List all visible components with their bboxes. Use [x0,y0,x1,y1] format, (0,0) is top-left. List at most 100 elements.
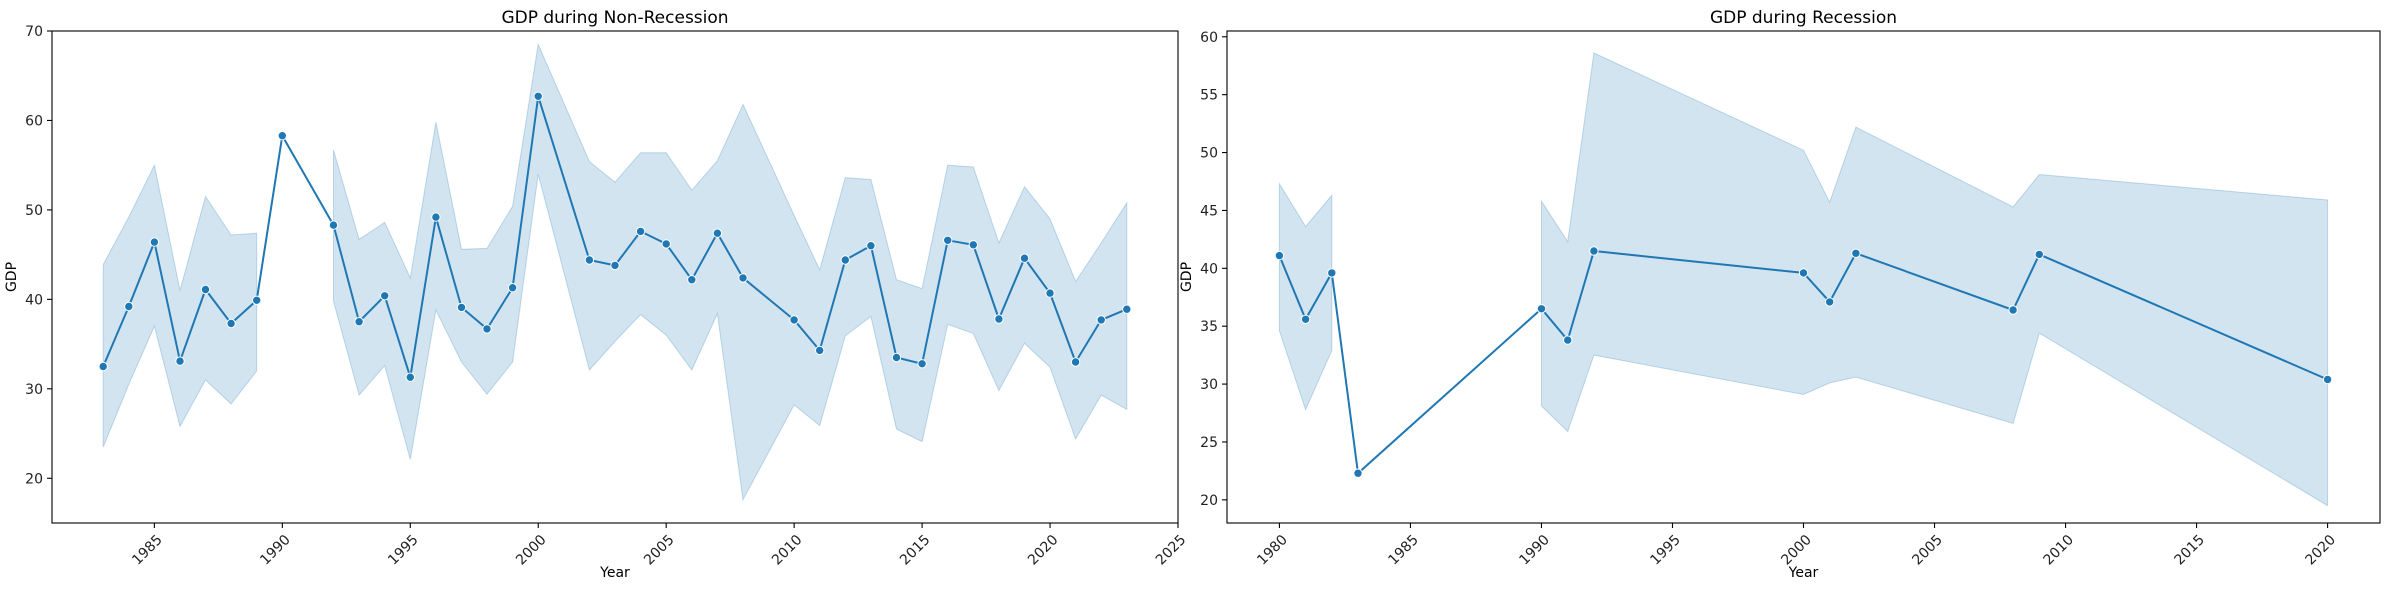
recession-x-tick-label: 1990 [1516,532,1553,569]
non-recession-chart-title: GDP during Non-Recession [501,8,728,28]
non-recession-x-tick-label: 2010 [769,532,806,569]
recession-x-tick-label: 1985 [1385,532,1422,569]
recession-y-axis: 20 25 30 35 40 45 50 55 60 [1200,30,1227,509]
recession-x-tick-label: 1995 [1647,532,1684,569]
non-recession-data-point [405,372,415,382]
recession-data-point [1589,246,1599,256]
recession-confidence-band [1541,52,2329,507]
non-recession-y-axis-label: GDP [4,262,20,292]
recession-y-tick-label: 35 [1200,319,1218,335]
recession-data-point [1353,468,1363,478]
non-recession-data-point [1122,304,1132,314]
non-recession-chart: GDP during Non-Recession Year GDP 1985 19… [4,8,1189,581]
non-recession-data-point [533,91,543,102]
non-recession-plot-area [98,42,1132,502]
non-recession-data-point [712,228,723,238]
non-recession-y-tick-label: 30 [25,382,43,398]
non-recession-data-point [124,301,134,312]
non-recession-data-point [943,235,953,246]
non-recession-data-point [635,226,646,237]
recession-y-tick-label: 60 [1200,30,1218,46]
non-recession-data-point [175,356,185,366]
non-recession-x-tick-label: 1985 [129,532,166,569]
non-recession-y-tick-label: 50 [25,203,43,219]
non-recession-data-point [431,212,441,222]
recession-chart: GDP during Recession Year GDP 1980 1985 19… [1179,8,2381,581]
non-recession-x-axis: 1985 1990 1995 2000 2005 2010 2015 2020 2025 [129,523,1189,568]
non-recession-data-point [98,361,108,372]
non-recession-data-point [610,260,620,271]
non-recession-x-tick-label: 1995 [385,532,422,569]
recession-y-tick-label: 50 [1200,146,1218,162]
non-recession-data-point [789,315,799,325]
non-recession-data-point [277,131,287,141]
recession-x-tick-label: 2010 [2040,532,2077,569]
recession-x-axis: 1980 1985 1990 1995 2000 2005 2010 2015 2020 [1254,523,2339,568]
non-recession-data-point [917,359,927,369]
non-recession-data-point [200,284,211,295]
recession-chart-title: GDP during Recession [1710,8,1897,28]
non-recession-data-point [687,275,697,285]
recession-data-point [1536,304,1547,314]
non-recession-data-point [661,239,671,249]
recession-y-tick-label: 25 [1200,435,1218,451]
recession-data-point [1825,297,1835,307]
non-recession-confidence-band [333,42,1128,502]
recession-data-point [1274,250,1285,261]
non-recession-data-point [226,318,236,329]
non-recession-y-tick-label: 20 [25,471,43,487]
non-recession-data-point [1019,253,1030,263]
non-recession-data-point [815,345,825,356]
non-recession-x-tick-label: 2020 [1025,532,1062,569]
recession-y-tick-label: 55 [1200,88,1218,104]
non-recession-x-tick-label: 1990 [257,532,294,569]
non-recession-data-point [1070,357,1081,367]
recession-y-tick-label: 30 [1200,377,1218,393]
non-recession-data-point [584,255,595,265]
non-recession-data-point [354,317,364,327]
recession-x-tick-label: 2000 [1778,532,1815,569]
recession-data-point [1798,268,1809,278]
recession-plot-area [1274,52,2333,507]
recession-data-point [1563,335,1573,345]
non-recession-data-point [328,220,339,230]
non-recession-data-point [507,283,518,293]
non-recession-x-tick-label: 2005 [641,532,678,569]
non-recession-x-tick-label: 2025 [1153,532,1190,569]
non-recession-x-tick-label: 2015 [897,532,934,569]
recession-data-point [2034,249,2045,260]
non-recession-y-tick-label: 60 [25,113,43,129]
non-recession-data-point [1096,315,1106,325]
recession-y-axis-label: GDP [1179,262,1195,292]
recession-data-point [1300,314,1311,324]
recession-data-point [2322,374,2333,385]
non-recession-data-point [252,295,262,305]
non-recession-data-point [1045,288,1055,298]
non-recession-data-point [380,291,390,301]
non-recession-data-point [149,237,160,247]
recession-y-tick-label: 45 [1200,203,1218,219]
non-recession-data-point [840,255,850,265]
non-recession-y-axis: 20 30 40 50 60 70 [25,24,52,487]
recession-data-point [2008,305,2018,315]
non-recession-data-point [738,273,748,283]
non-recession-x-axis-label: Year [599,565,630,581]
recession-y-tick-label: 20 [1200,493,1218,509]
non-recession-data-point [482,324,492,334]
recession-confidence-band [1278,182,1333,411]
non-recession-data-point [866,241,876,251]
recession-x-tick-label: 2015 [2171,532,2208,569]
non-recession-confidence-band [102,163,258,448]
non-recession-data-point [891,352,902,363]
recession-x-tick-label: 2020 [2303,532,2340,569]
recession-data-point [1851,248,1861,259]
recession-y-tick-label: 40 [1200,261,1218,277]
non-recession-axes-frame [51,30,1179,524]
non-recession-x-tick-label: 2000 [513,532,550,569]
non-recession-data-point [968,240,978,250]
recession-x-tick-label: 1980 [1254,532,1291,569]
non-recession-y-tick-label: 70 [25,24,43,40]
recession-x-axis-label: Year [1788,565,1819,581]
non-recession-data-point [994,314,1004,324]
